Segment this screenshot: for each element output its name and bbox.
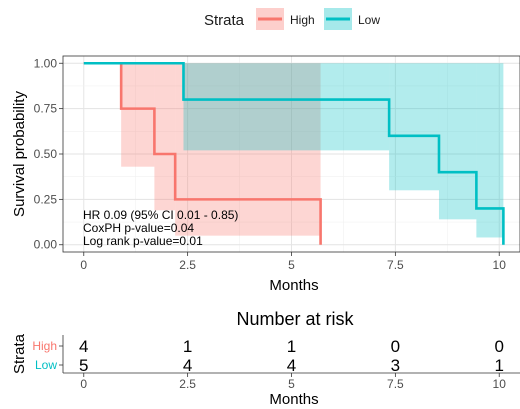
risk-table-x-axis: 0 2.5 5 7.5 10 xyxy=(80,373,506,391)
annotation-coxph: CoxPH p-value=0.04 xyxy=(83,221,194,235)
risk-row-label-high: High xyxy=(32,339,57,353)
annotation-block: HR 0.09 (95% CI 0.01 - 0.85) CoxPH p-val… xyxy=(83,208,238,248)
ci-band-high-2 xyxy=(175,63,321,236)
risk-x-tick-label-3: 7.5 xyxy=(387,377,404,391)
legend-title: Strata xyxy=(204,12,245,29)
y-tick-label-3: 0.75 xyxy=(34,102,58,116)
survival-curves xyxy=(83,61,505,245)
risk-x-tick-label-4: 10 xyxy=(493,377,507,391)
risk-table-row-labels: High Low xyxy=(32,339,63,372)
risk-x-tick-label-0: 0 xyxy=(80,377,87,391)
y-axis: 0.00 0.25 0.50 0.75 1.00 xyxy=(34,56,63,252)
ci-band-high-0 xyxy=(121,63,155,167)
ci-band-high-1 xyxy=(154,63,176,211)
survival-plot: 0.00 0.25 0.50 0.75 1.00 0 2.5 5 7.5 10 HR 0.09 … xyxy=(11,55,520,294)
risk-cell-high-1: 1 xyxy=(183,337,192,356)
legend: Strata High Low xyxy=(204,8,380,30)
y-tick-label-0: 0.00 xyxy=(34,238,58,252)
x-tick-label-4: 10 xyxy=(493,258,507,272)
y-tick-label-1: 0.25 xyxy=(34,192,58,206)
risk-table-y-label: Strata xyxy=(11,333,28,374)
risk-cell-high-0: 4 xyxy=(79,337,88,356)
risk-table-cells: 4 1 1 0 05 4 4 3 1 xyxy=(79,337,504,375)
ci-band-low-2 xyxy=(438,63,477,220)
ci-band-low-3 xyxy=(476,63,504,238)
risk-row-label-low: Low xyxy=(35,358,57,372)
legend-label-low: Low xyxy=(358,13,380,27)
y-tick-label-2: 0.50 xyxy=(34,147,58,161)
y-tick-label-4: 1.00 xyxy=(34,56,58,70)
risk-table-panel xyxy=(63,335,520,373)
annotation-logrank: Log rank p-value=0.01 xyxy=(83,234,203,248)
risk-cell-low-0: 5 xyxy=(79,356,88,375)
risk-x-tick-label-2: 5 xyxy=(288,377,295,391)
ci-band-low-0 xyxy=(183,63,390,151)
x-tick-label-1: 2.5 xyxy=(179,258,196,272)
x-axis: 0 2.5 5 7.5 10 xyxy=(80,252,506,272)
x-tick-label-3: 7.5 xyxy=(387,258,404,272)
x-axis-label: Months xyxy=(269,277,318,294)
annotation-hr: HR 0.09 (95% CI 0.01 - 0.85) xyxy=(83,208,238,222)
risk-cell-high-2: 1 xyxy=(287,337,296,356)
risk-cell-high-4: 0 xyxy=(494,337,503,356)
ci-band-low-1 xyxy=(389,63,439,191)
risk-cell-low-3: 3 xyxy=(391,356,400,375)
legend-label-high: High xyxy=(290,13,315,27)
risk-cell-low-2: 4 xyxy=(287,356,296,375)
survival-curve-high xyxy=(83,61,322,245)
risk-table-x-label: Months xyxy=(269,391,318,408)
y-axis-label: Survival probability xyxy=(11,91,28,217)
grid xyxy=(63,56,520,252)
risk-cell-low-1: 4 xyxy=(183,356,192,375)
risk-cell-high-3: 0 xyxy=(391,337,400,356)
risk-x-tick-label-1: 2.5 xyxy=(179,377,196,391)
x-tick-label-0: 0 xyxy=(80,258,87,272)
survival-curve-low xyxy=(83,61,505,245)
x-tick-label-2: 5 xyxy=(288,258,295,272)
risk-table-title: Number at risk xyxy=(236,309,354,329)
risk-cell-low-4: 1 xyxy=(494,356,503,375)
